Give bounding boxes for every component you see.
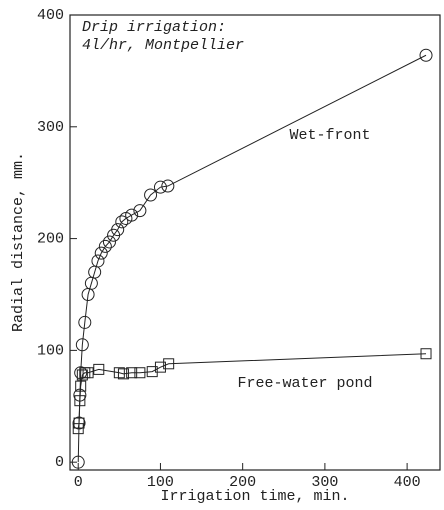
marker <box>420 348 432 360</box>
marker <box>146 366 158 378</box>
series-line <box>77 353 427 429</box>
x-tick-label: 300 <box>311 474 338 491</box>
marker <box>76 369 88 381</box>
marker <box>93 363 105 375</box>
marker <box>115 215 129 229</box>
x-tick-label: 0 <box>74 474 83 491</box>
series-label: Free-water pond <box>237 375 372 392</box>
marker <box>134 367 146 379</box>
marker <box>75 338 89 352</box>
annotation: 4l/hr, Montpellier <box>82 37 244 54</box>
marker <box>117 368 129 380</box>
marker <box>71 455 85 469</box>
x-tick-label: 100 <box>147 474 174 491</box>
x-axis-label: Irrigation time, min. <box>160 488 349 505</box>
marker <box>72 423 84 435</box>
marker <box>113 367 125 379</box>
marker <box>94 246 108 260</box>
marker <box>126 367 138 379</box>
marker <box>111 223 125 237</box>
y-tick-label: 200 <box>37 231 64 248</box>
marker <box>133 204 147 218</box>
marker <box>73 417 85 429</box>
plot-frame <box>69 14 441 471</box>
marker <box>98 239 112 253</box>
marker <box>163 358 175 370</box>
marker <box>82 367 94 379</box>
marker <box>78 315 92 329</box>
marker <box>125 208 139 222</box>
x-tick-label: 200 <box>229 474 256 491</box>
y-tick-label: 0 <box>55 454 64 471</box>
y-axis-label: Radial distance, mm. <box>10 152 27 332</box>
marker <box>74 395 86 407</box>
y-tick-label: 100 <box>37 342 64 359</box>
marker <box>144 188 158 202</box>
series-label: Wet-front <box>289 127 370 144</box>
y-tick-label: 400 <box>37 7 64 24</box>
annotation: Drip irrigation: <box>82 19 226 36</box>
x-tick-label: 400 <box>394 474 421 491</box>
marker <box>75 380 87 392</box>
series-line <box>77 54 427 463</box>
marker <box>153 180 167 194</box>
marker <box>154 361 166 373</box>
y-tick-label: 300 <box>37 119 64 136</box>
marker <box>419 48 433 62</box>
marker <box>91 254 105 268</box>
marker <box>102 235 116 249</box>
marker <box>161 179 175 193</box>
